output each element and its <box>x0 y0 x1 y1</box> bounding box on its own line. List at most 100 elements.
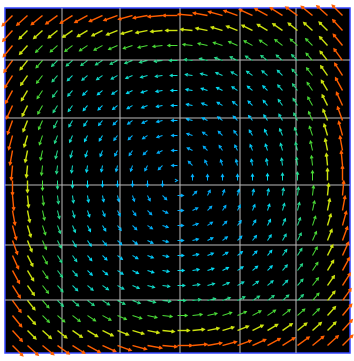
arrow-head <box>300 5 305 10</box>
arrow-head <box>334 62 338 67</box>
arrow-head <box>312 199 316 205</box>
arrow-head <box>197 297 202 302</box>
arrow <box>216 116 223 121</box>
arrow <box>96 90 103 96</box>
arrow-head <box>53 124 57 129</box>
arrow <box>312 199 316 211</box>
arrow-shaft <box>341 181 345 196</box>
arrow <box>168 58 178 63</box>
arrow-head <box>280 172 285 176</box>
arrow-shaft <box>83 120 88 127</box>
arrow-shaft <box>65 60 73 67</box>
arrow-shaft <box>326 260 335 271</box>
arrow <box>267 264 274 271</box>
arrow <box>252 295 261 301</box>
arrow-head <box>334 76 339 81</box>
arrow <box>340 164 345 181</box>
arrow-head <box>213 312 219 316</box>
arrow-shaft <box>277 99 283 106</box>
arrow-shaft <box>312 277 319 286</box>
arrow-shaft <box>293 112 298 121</box>
arrow <box>319 64 329 76</box>
arrow-head <box>258 39 263 43</box>
arrow <box>337 120 344 136</box>
arrow-shaft <box>192 283 200 286</box>
arrow-head <box>111 106 116 111</box>
arrow-head <box>322 108 326 113</box>
arrow-shaft <box>308 111 313 121</box>
arrow <box>185 132 193 137</box>
arrow-head <box>105 32 110 36</box>
arrow <box>230 71 238 76</box>
arrow-head <box>319 50 324 55</box>
arrow-shaft <box>214 57 223 61</box>
arrow <box>289 38 298 46</box>
arrow-shaft <box>11 240 19 255</box>
arrow <box>147 255 155 259</box>
arrow-head <box>209 237 214 241</box>
arrow-head <box>240 281 245 285</box>
arrow-head <box>117 212 121 217</box>
arrow <box>169 88 178 93</box>
arrow-shaft <box>192 328 205 332</box>
arrow-head <box>149 29 154 34</box>
arrow-head <box>238 235 243 240</box>
arrow-head <box>282 202 286 207</box>
arrow-head <box>289 38 294 43</box>
arrow-head <box>97 349 102 354</box>
arrow-shaft <box>111 90 118 95</box>
arrow-shaft <box>87 300 95 306</box>
arrow-head <box>59 259 63 264</box>
arrow <box>87 344 102 354</box>
arrow <box>127 135 133 141</box>
arrow-shaft <box>147 300 156 304</box>
arrow-shaft <box>67 105 73 112</box>
arrow-shaft <box>312 322 322 332</box>
arrow-shaft <box>22 120 29 132</box>
arrow-shaft <box>42 225 47 235</box>
arrow-head <box>54 155 58 160</box>
arrow <box>72 300 80 307</box>
arrow-head <box>79 334 84 339</box>
arrow-head <box>100 183 105 188</box>
arrow-head <box>85 184 90 189</box>
arrow <box>102 270 109 276</box>
arrow-shaft <box>319 36 329 46</box>
arrow-head <box>330 259 335 264</box>
arrow <box>162 269 171 274</box>
arrow <box>87 225 92 233</box>
arrow-shaft <box>36 90 43 99</box>
arrow-shaft <box>312 216 317 226</box>
arrow-shaft <box>201 102 208 106</box>
arrow <box>331 18 344 31</box>
arrow <box>309 139 313 151</box>
arrow-head <box>99 168 104 173</box>
arrow-head <box>72 229 77 234</box>
arrow-shaft <box>118 14 133 20</box>
arrow <box>192 222 200 227</box>
arrow <box>207 205 213 211</box>
arrow <box>114 165 119 173</box>
arrow <box>35 75 43 85</box>
arrow-head <box>216 116 221 120</box>
arrow <box>136 45 148 49</box>
arrow <box>222 204 227 211</box>
arrow <box>95 75 103 81</box>
arrow-shaft <box>81 75 88 81</box>
arrow <box>160 180 165 188</box>
arrow-head <box>196 42 202 46</box>
arrow-shaft <box>23 135 29 147</box>
arrow-head <box>31 306 36 311</box>
arrow-head <box>94 62 99 66</box>
arrow-head <box>129 168 134 173</box>
arrow-head <box>143 346 148 351</box>
arrow-head <box>122 46 127 50</box>
arrow-shaft <box>72 255 78 262</box>
arrow-head <box>349 334 354 339</box>
arrow-shaft <box>42 255 48 265</box>
arrow <box>305 66 313 76</box>
arrow-head <box>111 91 115 95</box>
arrow-head <box>338 134 343 140</box>
arrow-head <box>303 322 308 327</box>
arrow <box>291 82 298 91</box>
